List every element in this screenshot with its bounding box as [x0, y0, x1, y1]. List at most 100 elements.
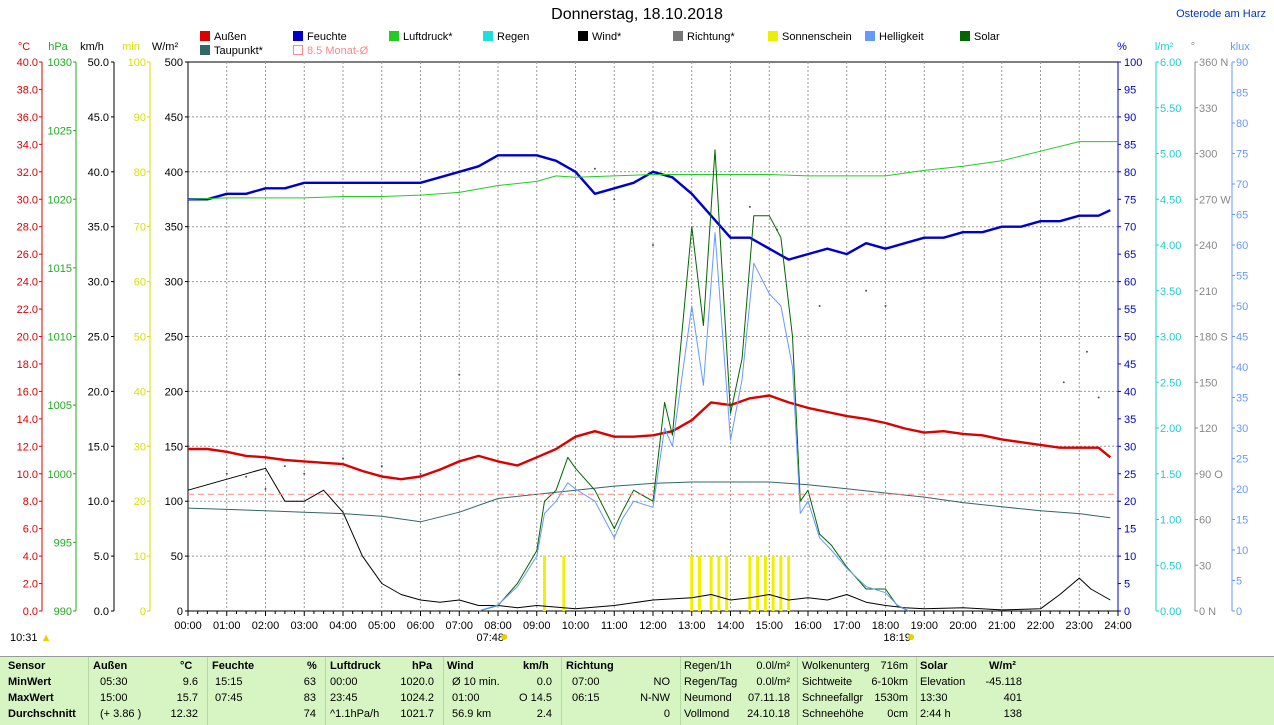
daylength-label: 10:31 ▲ [10, 632, 51, 644]
stat-wind-value: 2.4 [536, 708, 552, 720]
legend-swatch [200, 45, 210, 55]
header-wind-unit: km/h [523, 660, 549, 672]
location-label: Osterode am Harz [1176, 8, 1266, 20]
axis-label-lux: 20 [1236, 484, 1248, 496]
extra-key-3: 13:30 [920, 692, 948, 704]
axis-label-lux: 55 [1236, 271, 1248, 283]
axis-label-hum: 50 [1124, 332, 1136, 344]
sunshine-bar [543, 556, 546, 611]
axis-label-hum: 45 [1124, 359, 1136, 371]
stat-aussen-time: 15:00 [100, 692, 128, 704]
x-tick-label: 22:00 [1027, 620, 1055, 632]
axis-label-solar: 0 [177, 606, 183, 618]
axis-label-lux: 75 [1236, 149, 1248, 161]
series-line-0 [188, 394, 1112, 481]
axis-label-rain: 1.00 [1160, 515, 1181, 527]
axis-label-hum: 40 [1124, 386, 1136, 398]
chart-title: Donnerstag, 18.10.2018 [551, 6, 723, 23]
axis-label-hum: 30 [1124, 441, 1136, 453]
wind-direction-point [264, 488, 267, 490]
stat-richtung-value: 0 [663, 708, 670, 720]
series-line-5 [478, 149, 910, 612]
axis-label-hum: 75 [1124, 194, 1136, 206]
legend-item-9: Taupunkt* [200, 45, 263, 57]
footer-divider [797, 657, 798, 725]
legend-label: Luftdruck* [403, 31, 453, 43]
stat-row-label: MinWert [8, 676, 52, 688]
axis-label-temp: 20.0 [17, 332, 38, 344]
stat-aussen-time: (+ 3.86 ) [100, 708, 142, 720]
stat-aussen-value: 9.6 [182, 676, 198, 688]
x-tick-label: 04:00 [329, 620, 357, 632]
axis-label-sun: 10 [134, 551, 146, 563]
legend-swatch [389, 31, 399, 41]
x-tick-label: 11:00 [601, 620, 628, 632]
extra-value: 07.11.18 [747, 692, 790, 704]
axis-unit-sun: min [122, 41, 140, 53]
legend-item-8: Solar [960, 31, 1000, 43]
legend-item-4: Wind* [578, 31, 621, 43]
extra-value: 0.0l/m² [756, 676, 790, 688]
axis-label-dir: 120 [1199, 423, 1217, 435]
axis-label-temp: 22.0 [17, 304, 38, 316]
axis-label-solar: 350 [165, 222, 183, 234]
axis-label-press: 1010 [48, 332, 72, 344]
stat-wind-time: 56.9 km [452, 708, 492, 720]
axis-label-hum: 95 [1124, 84, 1136, 96]
x-tick-label: 10:00 [562, 620, 590, 632]
axis-label-solar: 200 [165, 386, 183, 398]
legend-swatch [673, 31, 683, 41]
extra-key: Vollmond [684, 708, 730, 720]
stat-luftdruck-value: 1021.7 [400, 708, 434, 720]
axis-label-temp: 0.0 [23, 606, 38, 618]
x-tick-label: 00:00 [174, 620, 202, 632]
axis-label-hum: 80 [1124, 167, 1136, 179]
axis-label-lux: 70 [1236, 179, 1248, 191]
extra-value-3: -45.118 [985, 676, 1023, 688]
axis-label-rain: 4.00 [1160, 240, 1181, 252]
sunshine-bar [690, 556, 694, 611]
footer-divider [561, 657, 562, 725]
x-tick-label: 16:00 [794, 620, 822, 632]
axis-unit-hum: % [1117, 41, 1127, 53]
axis-label-temp: 38.0 [17, 84, 38, 96]
wind-direction-point [748, 205, 751, 208]
axis-label-solar: 450 [165, 112, 183, 124]
footer-divider [325, 657, 326, 725]
axis-label-lux: 10 [1236, 545, 1248, 557]
axis-label-dir: 210 [1199, 286, 1217, 298]
axis-label-sun: 0 [140, 606, 146, 618]
axis-label-dir: 180 S [1199, 332, 1228, 344]
axis-label-press: 1025 [48, 126, 72, 138]
axis-label-dir: 240 [1199, 240, 1217, 252]
sunset-label: 18:19 [883, 632, 911, 644]
wind-direction-point [818, 305, 821, 307]
extra-key-3: Elevation [920, 676, 966, 688]
wind-direction-point [458, 373, 461, 376]
axis-unit-wind: km/h [80, 41, 104, 53]
wind-direction-point [342, 457, 344, 460]
legend-item-1: Feuchte [293, 31, 347, 43]
footer-divider [207, 657, 208, 725]
axis-label-press: 1005 [48, 400, 72, 412]
x-tick-label: 15:00 [755, 620, 783, 632]
extra-key-3: 2:44 h [920, 708, 951, 720]
axis-label-press: 1020 [48, 194, 72, 206]
x-tick-label: 12:00 [639, 620, 667, 632]
axis-label-temp: 12.0 [17, 441, 38, 453]
header-aussen: Außen [93, 660, 128, 672]
axis-label-lux: 65 [1236, 210, 1248, 222]
axis-label-dir: 270 W [1199, 194, 1231, 206]
axis-label-hum: 15 [1124, 524, 1136, 536]
axis-label-sun: 40 [134, 386, 146, 398]
header-richtung: Richtung [566, 660, 614, 672]
legend-label: Sonnenschein [782, 31, 852, 43]
sunshine-bar [562, 556, 566, 611]
extra-value-2: 6-10km [871, 676, 908, 688]
extra-key-2: Sichtweite [802, 676, 853, 688]
extra-key: Regen/Tag [684, 676, 738, 688]
axis-label-press: 995 [54, 537, 72, 549]
legend-swatch [293, 31, 303, 41]
axis-label-sun: 70 [134, 222, 146, 234]
axis-label-lux: 45 [1236, 332, 1248, 344]
